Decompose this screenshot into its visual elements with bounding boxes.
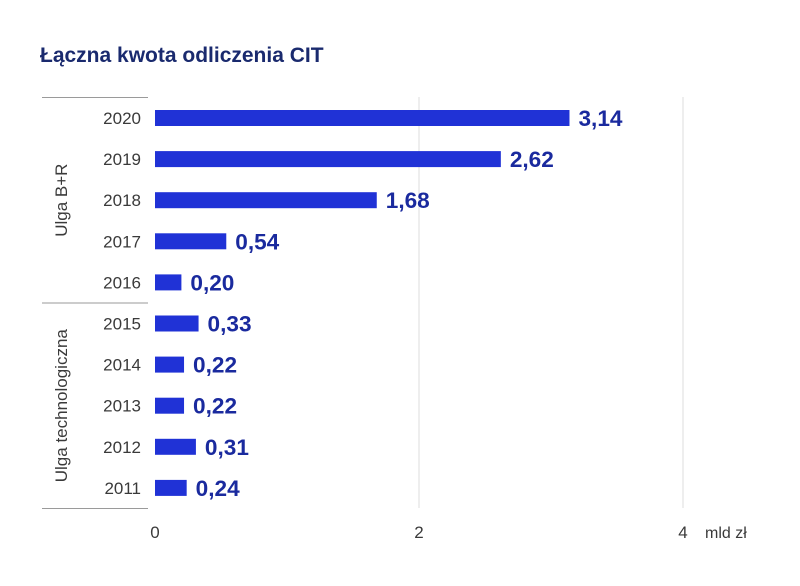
value-label-2017: 0,54: [235, 229, 280, 254]
bar-2017: [155, 233, 227, 250]
year-label-2015: 2015: [103, 315, 141, 334]
group-labels: Ulga B+R Ulga technologiczna: [52, 164, 71, 483]
chart-title: Łączna kwota odliczenia CIT: [40, 44, 324, 67]
bars: [155, 110, 570, 496]
bar-2019: [155, 151, 501, 168]
year-label-2018: 2018: [103, 191, 141, 210]
bar-2012: [155, 438, 196, 455]
bar-2015: [155, 315, 199, 332]
group-label-1: Ulga technologiczna: [52, 329, 71, 483]
value-label-2011: 0,24: [196, 476, 241, 501]
year-label-2019: 2019: [103, 150, 141, 169]
x-tick-label-2: 2: [414, 523, 423, 542]
bar-2020: [155, 110, 570, 126]
bar-2018: [155, 192, 377, 209]
value-label-2016: 0,20: [190, 270, 234, 295]
group-dividers: [42, 96, 148, 509]
value-label-2018: 1,68: [386, 188, 430, 213]
x-tick-label-0: 0: [150, 523, 159, 542]
x-axis-ticks: 0 2 4: [150, 523, 687, 542]
x-axis-unit-label: mld zł: [705, 525, 747, 542]
year-label-2016: 2016: [103, 273, 141, 292]
year-label-2012: 2012: [103, 438, 141, 457]
year-label-2017: 2017: [103, 232, 141, 251]
value-labels: 3,14 2,62 1,68 0,540,20 0,33 0,22 0,22 0,31 0,24: [190, 106, 623, 501]
x-tick-label-4: 4: [678, 523, 687, 542]
year-tick-labels: 2020 2019 2018 2017 2016 2015 2014 2013 2012 2011: [103, 109, 141, 498]
value-label-2020: 3,14: [578, 106, 623, 131]
year-label-2011: 2011: [104, 479, 141, 498]
bar-2014: [155, 356, 185, 373]
value-label-2013: 0,22: [193, 394, 237, 419]
year-label-2014: 2014: [103, 356, 141, 375]
group-label-0: Ulga B+R: [52, 164, 71, 237]
bar-2013: [155, 397, 185, 414]
value-label-2014: 0,22: [193, 353, 237, 378]
bar-2016: [155, 274, 182, 291]
bar-2011: [155, 479, 187, 496]
value-label-2019: 2,62: [510, 147, 554, 172]
year-label-2013: 2013: [103, 397, 141, 416]
year-label-2020: 2020: [103, 109, 141, 128]
value-label-2015: 0,33: [208, 312, 252, 337]
value-label-2012: 0,31: [205, 435, 249, 460]
